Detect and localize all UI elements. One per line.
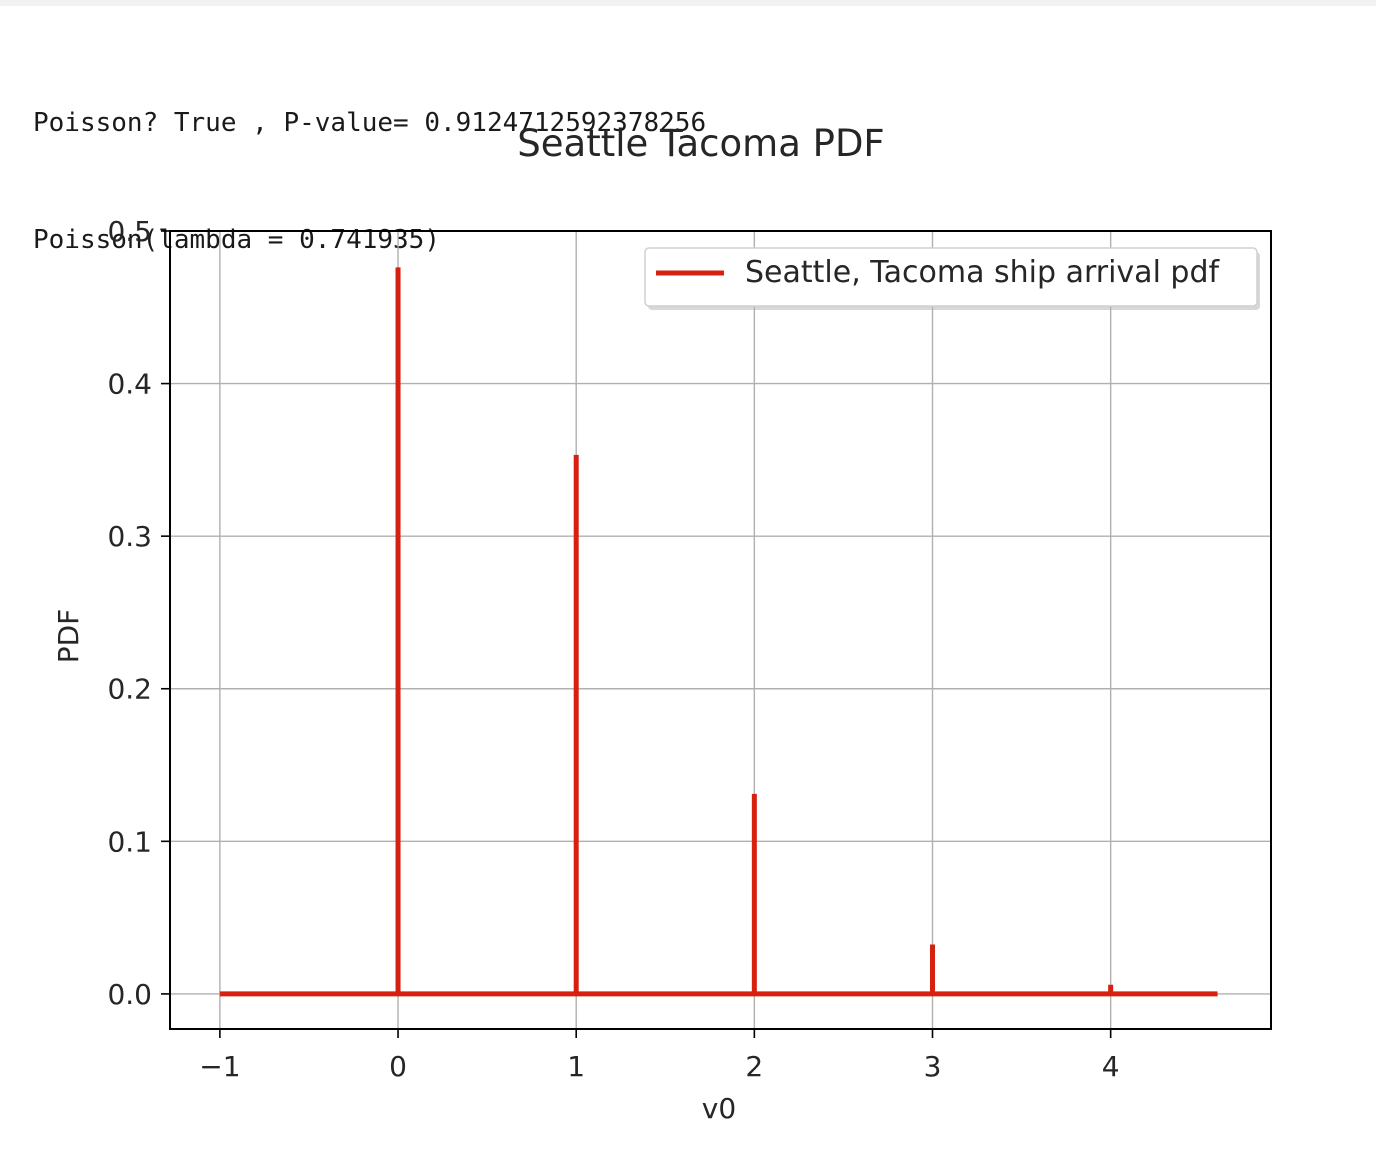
legend-box bbox=[644, 247, 1258, 307]
y-tick-label: 0.0 bbox=[107, 978, 152, 1011]
y-axis: 0.0 0.1 0.2 0.3 0.4 0.5 bbox=[107, 215, 170, 1011]
x-tick-label: 1 bbox=[567, 1050, 585, 1083]
plot-frame bbox=[169, 230, 1272, 1030]
x-axis: −1 0 1 2 3 4 bbox=[199, 1029, 1120, 1083]
y-tick-label: 0.5 bbox=[107, 215, 152, 248]
legend: Seattle, Tacoma ship arrival pdf bbox=[644, 247, 1260, 310]
output-line-poisson-test: Poisson? True , P-value= 0.9124712592378… bbox=[33, 108, 707, 138]
y-tick-label: 0.2 bbox=[107, 673, 152, 706]
grid bbox=[170, 230, 1271, 1029]
y-tick-label: 0.4 bbox=[107, 368, 152, 401]
x-axis-label: v0 bbox=[702, 1092, 736, 1125]
chart-title: Seattle Tacoma PDF bbox=[517, 122, 884, 165]
x-tick-label: 4 bbox=[1102, 1050, 1120, 1083]
series-layer bbox=[219, 267, 1218, 997]
x-tick-label: 2 bbox=[745, 1050, 763, 1083]
x-tick-label: 0 bbox=[389, 1050, 407, 1083]
y-tick-label: 0.3 bbox=[107, 520, 152, 553]
x-tick-label: 3 bbox=[924, 1050, 942, 1083]
y-axis-label: PDF bbox=[52, 609, 85, 664]
legend-label: Seattle, Tacoma ship arrival pdf bbox=[745, 255, 1221, 290]
cell-output: Poisson? True , P-value= 0.9124712592378… bbox=[33, 26, 706, 299]
y-tick-label: 0.1 bbox=[107, 825, 152, 858]
x-tick-label: −1 bbox=[199, 1050, 240, 1083]
cell-top-border bbox=[0, 0, 1376, 6]
